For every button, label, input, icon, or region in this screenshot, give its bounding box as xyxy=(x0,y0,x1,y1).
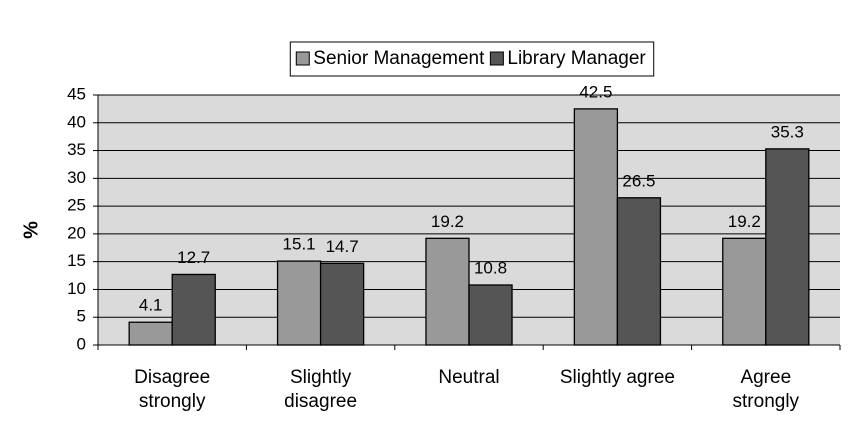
value-label: 35.3 xyxy=(771,122,804,141)
value-label: 26.5 xyxy=(622,171,655,190)
y-axis-label: % xyxy=(20,221,42,239)
value-label: 15.1 xyxy=(283,235,316,254)
y-tick-label: 45 xyxy=(67,84,86,103)
bar xyxy=(765,148,810,346)
bar xyxy=(722,237,767,346)
legend-box xyxy=(289,41,655,77)
y-tick-label: 35 xyxy=(67,140,86,159)
legend-swatch xyxy=(295,51,310,66)
bar xyxy=(276,260,322,346)
legend-swatch xyxy=(489,51,504,66)
legend-label: Library Manager xyxy=(507,48,646,69)
y-tick-label: 20 xyxy=(67,223,86,242)
value-label: 14.7 xyxy=(326,237,359,256)
y-tick-label: 15 xyxy=(67,251,86,270)
y-tick-label: 30 xyxy=(67,168,86,187)
value-label: 12.7 xyxy=(177,248,210,267)
bar xyxy=(616,197,662,346)
x-tick-label: Neutral xyxy=(438,367,500,388)
bar xyxy=(171,273,216,346)
value-label: 10.8 xyxy=(474,258,507,277)
y-tick-label: 0 xyxy=(77,334,86,353)
x-tick-label: Slightly disagree xyxy=(284,367,358,412)
value-label: 19.2 xyxy=(728,212,761,231)
bar xyxy=(425,237,470,346)
x-tick-label: Disagree strongly xyxy=(134,367,211,412)
x-tick-label: Agree strongly xyxy=(732,367,800,412)
y-tick-label: 25 xyxy=(67,196,86,215)
value-label: 42.5 xyxy=(579,82,612,101)
y-tick-label: 40 xyxy=(67,112,86,131)
y-tick-label: 5 xyxy=(77,307,86,326)
bar xyxy=(573,108,619,346)
bar xyxy=(319,262,365,346)
value-label: 4.1 xyxy=(139,296,163,315)
value-label: 19.2 xyxy=(431,212,464,231)
bar xyxy=(128,321,173,346)
y-tick-label: 10 xyxy=(67,279,86,298)
x-tick-label: Slightly agree xyxy=(559,367,675,388)
legend-label: Senior Management xyxy=(313,48,485,69)
bar xyxy=(468,284,513,346)
